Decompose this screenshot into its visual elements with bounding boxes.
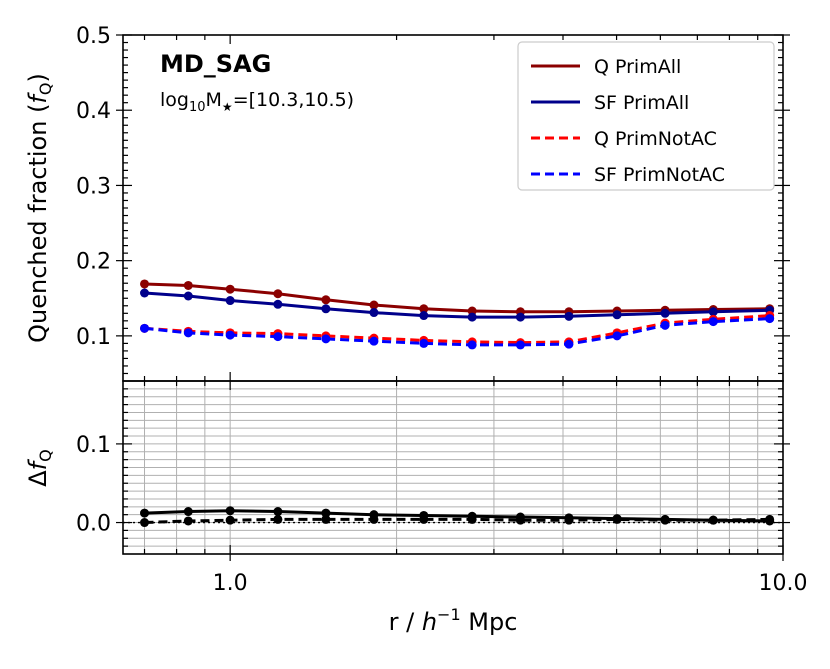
bottom-point xyxy=(225,506,235,516)
top-point xyxy=(419,338,429,348)
bottom-point xyxy=(140,518,150,528)
y-tick-label: 0.1 xyxy=(76,433,111,458)
y-tick-label: 0.5 xyxy=(76,24,111,49)
top-point xyxy=(273,299,283,309)
top-point xyxy=(419,304,429,314)
delta-sub: Q xyxy=(36,449,55,462)
legend-box xyxy=(517,41,775,191)
ylabel-sub: Q xyxy=(36,83,55,96)
x-tick-label: 1.0 xyxy=(213,571,248,596)
top-y-axis-label: Quenched fraction (fQ) xyxy=(24,73,55,343)
xlabel-h: h xyxy=(422,608,437,636)
subtitle-sub: 10 xyxy=(189,100,206,115)
bottom-point xyxy=(612,514,622,524)
bottom-point xyxy=(140,508,150,518)
top-point xyxy=(140,323,150,333)
y-tick-label: 0.1 xyxy=(76,325,111,350)
top-point xyxy=(183,291,193,301)
axis-ticks: 1.0 10.0 0.1 0.2 0.3 0.4 0.5 0.0 0.1 xyxy=(76,24,807,596)
bottom-point xyxy=(273,514,283,524)
legend-label: Q PrimNotAC xyxy=(594,128,717,150)
top-point xyxy=(140,279,150,289)
top-series-line-0 xyxy=(144,282,770,314)
xlabel-main: r / xyxy=(389,608,422,636)
top-point xyxy=(183,280,193,290)
chart-subtitle: log10M★=[10.3,10.5) xyxy=(160,89,354,115)
subtitle-range: =[10.3,10.5) xyxy=(233,89,354,111)
top-point xyxy=(225,284,235,294)
top-point xyxy=(708,307,718,317)
grid-lines xyxy=(123,381,783,554)
bottom-point xyxy=(321,508,331,518)
data-series xyxy=(123,279,783,528)
top-point xyxy=(273,289,283,299)
legend: Q PrimAll SF PrimAll Q PrimNotAC SF PrimNot… xyxy=(517,41,775,191)
bottom-point xyxy=(183,516,193,526)
subtitle-star: ★ xyxy=(222,100,233,114)
subtitle-base: log xyxy=(160,89,189,111)
legend-label: SF PrimNotAC xyxy=(594,164,725,186)
top-point xyxy=(225,296,235,306)
delta-symbol: Δ xyxy=(24,470,52,487)
top-point xyxy=(369,308,379,318)
top-point xyxy=(369,300,379,310)
xlabel-exp: −1 xyxy=(437,605,461,624)
top-point xyxy=(321,334,331,344)
top-point xyxy=(564,339,574,349)
bottom-point xyxy=(515,515,525,525)
bottom-point xyxy=(765,514,775,524)
top-point xyxy=(564,311,574,321)
bottom-point xyxy=(183,507,193,517)
y-tick-label: 0.2 xyxy=(76,250,111,275)
top-point xyxy=(140,288,150,298)
top-point xyxy=(419,311,429,321)
y-tick-label: 0.0 xyxy=(76,512,111,537)
bottom-point xyxy=(708,515,718,525)
subtitle-mid: M xyxy=(206,89,222,111)
top-point xyxy=(660,308,670,318)
xlabel-unit: Mpc xyxy=(461,608,518,636)
top-point xyxy=(708,317,718,327)
top-point xyxy=(467,312,477,322)
top-series-line-1 xyxy=(144,291,770,319)
ylabel-close: ) xyxy=(24,73,52,82)
bottom-point xyxy=(321,514,331,524)
bottom-point xyxy=(369,514,379,524)
top-point xyxy=(515,340,525,350)
top-point xyxy=(321,304,331,314)
y-tick-label: 0.3 xyxy=(76,174,111,199)
top-point xyxy=(183,328,193,338)
chart-title: MD_SAG xyxy=(160,50,271,78)
top-point xyxy=(467,340,477,350)
legend-label: SF PrimAll xyxy=(594,92,689,114)
bottom-point xyxy=(273,507,283,517)
top-point xyxy=(515,312,525,322)
bottom-series-line-1 xyxy=(144,517,770,524)
bottom-point xyxy=(419,514,429,524)
bottom-point xyxy=(564,515,574,525)
x-tick-label: 10.0 xyxy=(759,571,808,596)
y-tick-label: 0.4 xyxy=(76,99,111,124)
top-series-line-2 xyxy=(144,314,770,345)
top-point xyxy=(612,310,622,320)
top-point xyxy=(225,330,235,340)
x-axis-label: r / h−1 Mpc xyxy=(389,605,518,636)
top-point xyxy=(273,332,283,342)
bottom-y-axis-label: ΔfQ xyxy=(24,449,55,486)
legend-label: Q PrimAll xyxy=(594,56,681,78)
bottom-point xyxy=(225,515,235,525)
top-point xyxy=(660,320,670,330)
top-point xyxy=(612,331,622,341)
top-point xyxy=(369,336,379,346)
top-point xyxy=(321,295,331,305)
bottom-point xyxy=(467,514,477,524)
top-point xyxy=(765,314,775,324)
ylabel-main: Quenched fraction ( xyxy=(24,104,52,343)
bottom-point xyxy=(660,515,670,525)
